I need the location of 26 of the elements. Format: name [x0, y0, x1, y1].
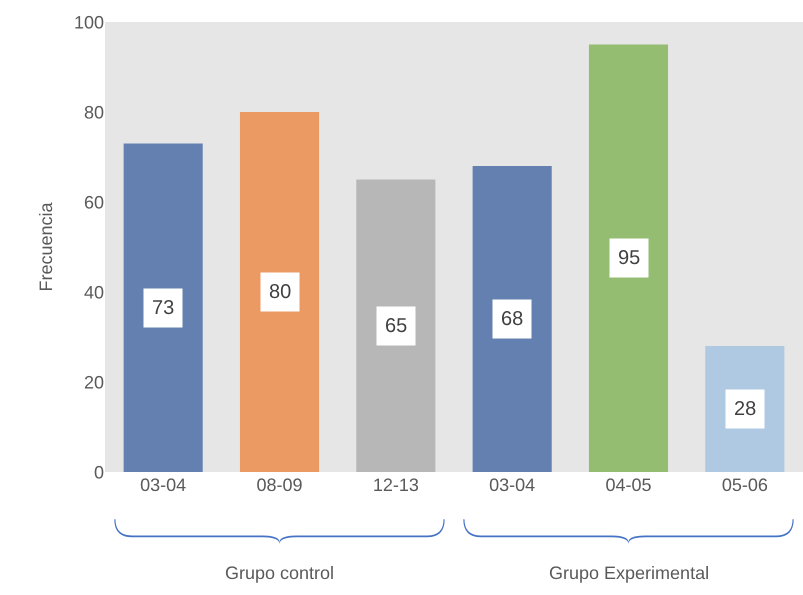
bar — [240, 112, 320, 472]
x-tick-label: 03-04 — [140, 475, 186, 495]
y-tick-label: 100 — [74, 12, 104, 32]
x-tick-label: 04-05 — [605, 475, 652, 495]
x-tick-label: 05-06 — [722, 475, 768, 495]
bar — [124, 144, 203, 472]
data-label: 95 — [618, 247, 640, 269]
y-tick-label: 0 — [94, 462, 104, 482]
data-label: 68 — [501, 308, 524, 330]
data-label: 28 — [734, 398, 756, 420]
x-tick-label: 03-04 — [489, 475, 536, 495]
data-label: 73 — [152, 297, 174, 319]
y-tick-label: 80 — [84, 102, 104, 122]
x-tick-label: 12-13 — [372, 475, 419, 495]
data-label: 80 — [269, 281, 292, 303]
y-axis-title: Frecuencia — [36, 201, 56, 292]
bar — [472, 166, 552, 472]
bar — [588, 44, 668, 472]
bar — [356, 180, 436, 472]
y-tick-label: 20 — [84, 372, 104, 392]
text: Grupo Experimental — [549, 563, 710, 583]
data-label: 65 — [385, 315, 408, 337]
x-tick-label: 08-09 — [256, 475, 303, 495]
y-tick-label: 60 — [84, 192, 104, 212]
text: Grupo control — [225, 563, 334, 583]
y-tick-label: 40 — [84, 282, 104, 302]
